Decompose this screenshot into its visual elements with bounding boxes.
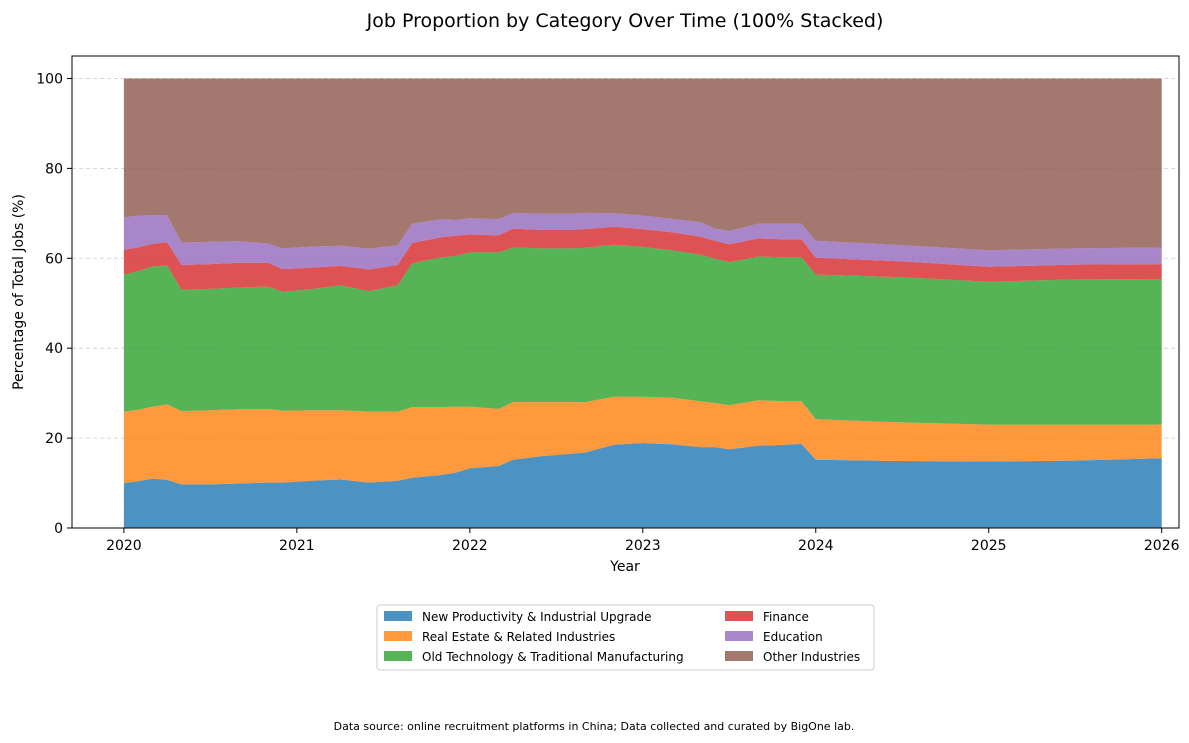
- y-axis-ticks: 0 20 40 60 80 100: [36, 71, 72, 537]
- legend-label-3: Finance: [763, 610, 809, 624]
- y-tick-label-40: 40: [45, 341, 63, 357]
- legend-swatch-3: [725, 611, 753, 621]
- legend-label-5: Other Industries: [763, 650, 860, 664]
- y-tick-label-80: 80: [45, 161, 63, 177]
- y-tick-label-60: 60: [45, 251, 63, 267]
- area-series-3: [123, 226, 1162, 292]
- x-axis-ticks: 2020 2021 2022 2023 2024 2025 2026: [106, 528, 1180, 554]
- y-tick-label-20: 20: [45, 431, 63, 447]
- legend: New Productivity & Industrial Upgrade Rea…: [376, 604, 875, 671]
- legend-label-1: Real Estate & Related Industries: [422, 630, 615, 644]
- x-tick-label-2024: 2024: [798, 538, 834, 554]
- x-tick-label-2021: 2021: [279, 538, 315, 554]
- legend-swatch-2: [384, 651, 412, 661]
- chart-title: Job Proportion by Category Over Time (10…: [366, 10, 884, 32]
- x-tick-label-2023: 2023: [625, 538, 661, 554]
- x-axis-label: Year: [609, 559, 640, 575]
- legend-swatch-5: [725, 651, 753, 661]
- legend-swatch-0: [384, 611, 412, 621]
- source-note: Data source: online recruitment platform…: [334, 720, 855, 733]
- stacked-areas: [123, 78, 1162, 528]
- plot-frame: [71, 55, 1180, 529]
- x-tick-label-2026: 2026: [1144, 538, 1180, 554]
- area-series-4: [123, 212, 1162, 270]
- area-series-5: [123, 78, 1162, 251]
- y-axis-label: Percentage of Total Jobs (%): [11, 194, 27, 390]
- legend-label-0: New Productivity & Industrial Upgrade: [422, 610, 652, 624]
- area-series-1: [123, 396, 1162, 485]
- x-tick-label-2020: 2020: [106, 538, 142, 554]
- legend-swatch-1: [384, 631, 412, 641]
- legend-label-2: Old Technology & Traditional Manufacturi…: [422, 650, 684, 664]
- y-tick-label-100: 100: [36, 71, 63, 87]
- y-tick-label-0: 0: [54, 521, 63, 537]
- x-tick-label-2025: 2025: [971, 538, 1007, 554]
- area-series-2: [123, 244, 1162, 425]
- x-tick-label-2022: 2022: [452, 538, 488, 554]
- area-series-0: [123, 443, 1162, 528]
- legend-swatch-4: [725, 631, 753, 641]
- legend-label-4: Education: [763, 630, 823, 644]
